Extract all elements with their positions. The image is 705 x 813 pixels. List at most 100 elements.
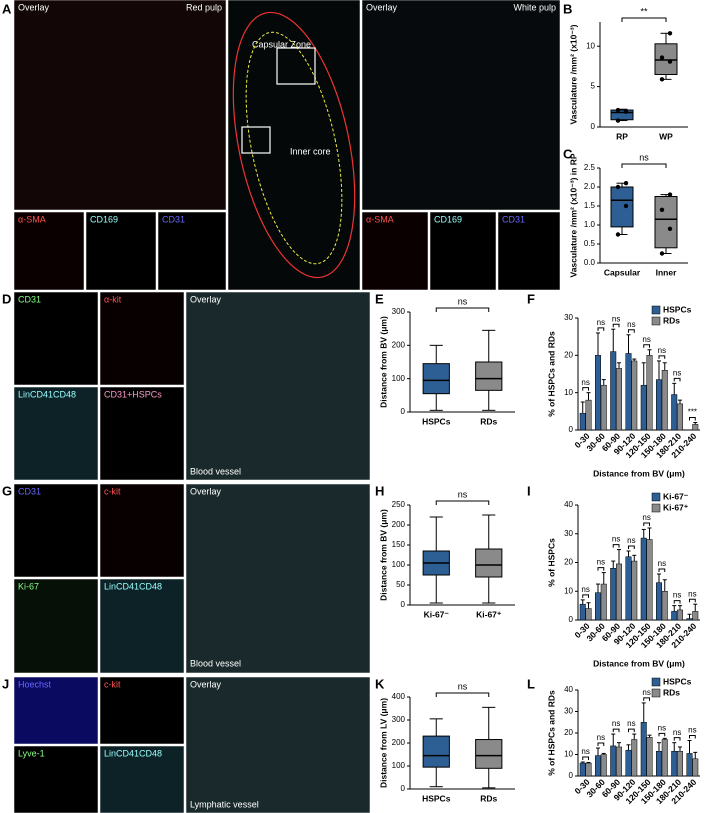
box — [422, 363, 450, 395]
legend-label: HSPCs — [663, 676, 692, 686]
image-label: White pulp — [513, 2, 556, 12]
bar — [686, 753, 693, 777]
sig-bracket — [658, 732, 666, 737]
sig-bracket — [673, 377, 681, 382]
y-axis-label: Vasculature /mm² (x10⁻³) — [568, 24, 578, 124]
y-tick-label: 250 — [392, 500, 406, 509]
micrograph — [185, 676, 371, 813]
legend-swatch — [651, 305, 661, 315]
micrograph — [185, 483, 371, 674]
y-tick-label: 20 — [564, 728, 573, 737]
bar — [677, 403, 684, 431]
bar — [661, 370, 668, 431]
y-axis-label: Distance from BV (μm) — [378, 316, 388, 408]
significance: ns — [642, 335, 650, 344]
sig-bracket — [643, 522, 651, 526]
bar — [640, 722, 647, 777]
y-tick-label: 30 — [564, 313, 573, 322]
panel-letter: B — [563, 1, 572, 16]
bar — [677, 751, 684, 777]
significance: ns — [627, 536, 635, 545]
y-tick-label: 2.0 — [584, 182, 596, 191]
y-tick-label: 400 — [392, 692, 406, 701]
significance: ns — [581, 585, 589, 594]
panel-letter: D — [2, 291, 11, 306]
image-label: Ki-67 — [18, 581, 39, 591]
micrograph — [13, 291, 99, 386]
y-tick-label: 200 — [392, 520, 406, 529]
sig-bracket — [597, 327, 605, 331]
sig-bracket — [621, 17, 667, 22]
zoom-box — [276, 47, 316, 85]
image-label: Lyve-1 — [18, 748, 45, 758]
x-axis-label: Distance from BV (μm) — [593, 468, 685, 478]
significance: ns — [627, 320, 635, 329]
bar — [640, 537, 647, 621]
sig-bracket — [612, 323, 620, 328]
bar — [610, 745, 617, 777]
bar — [594, 355, 601, 431]
significance: ns — [458, 681, 468, 691]
sig-bracket — [688, 417, 696, 421]
box — [610, 186, 634, 228]
point — [615, 232, 621, 237]
point — [615, 184, 621, 190]
micrograph — [13, 578, 99, 674]
bar — [610, 568, 617, 621]
sig-bracket — [612, 728, 620, 733]
bar — [661, 591, 668, 621]
y-tick-label: 300 — [392, 307, 406, 316]
sig-bracket — [612, 544, 620, 548]
category-label: HSPCs — [422, 793, 451, 803]
image-label: Overlay — [190, 679, 222, 689]
bar — [625, 749, 632, 777]
y-tick-label: 100 — [392, 560, 406, 569]
bar — [616, 746, 623, 777]
sig-bracket — [582, 387, 590, 391]
y-tick-label: 40 — [564, 500, 573, 509]
legend-label: Ki-67⁻ — [663, 491, 689, 501]
y-tick-label: 150 — [392, 540, 406, 549]
sig-bracket — [597, 742, 605, 747]
point — [623, 203, 629, 209]
bar — [671, 751, 678, 777]
y-tick-label: 30 — [564, 707, 573, 716]
category-label: RP — [616, 131, 628, 141]
bar — [686, 618, 693, 621]
bar — [655, 751, 662, 777]
sig-bracket — [621, 163, 667, 168]
category-label: Ki-67⁺ — [476, 609, 502, 619]
y-axis-label: Distance from BV (μm) — [378, 509, 388, 601]
sig-bracket — [582, 756, 590, 761]
bar — [646, 355, 653, 431]
significance: ns — [642, 513, 650, 522]
y-tick-label: 20 — [564, 350, 573, 359]
legend-swatch — [651, 492, 661, 502]
y-tick-label: 0.0 — [584, 258, 596, 267]
box — [610, 109, 634, 121]
micrograph — [429, 211, 497, 291]
category-label: RDs — [480, 416, 497, 426]
y-tick-label: 200 — [392, 738, 406, 747]
bar — [692, 424, 699, 431]
legend-swatch — [651, 316, 661, 326]
point — [615, 107, 621, 113]
sig-bracket — [435, 307, 490, 312]
y-axis-label: Distance from LV (μm) — [378, 698, 388, 788]
significance: ns — [612, 719, 620, 728]
significance: ns — [673, 368, 681, 377]
sig-bracket — [582, 594, 590, 598]
bar — [579, 762, 586, 777]
image-label: Overlay — [190, 486, 222, 496]
point — [667, 31, 673, 36]
bar — [585, 399, 592, 431]
micrograph — [85, 211, 157, 291]
point — [667, 226, 673, 231]
sig-bracket — [597, 567, 605, 571]
bar — [625, 556, 632, 621]
panel-letter: L — [527, 676, 535, 691]
point — [623, 109, 629, 114]
bar — [625, 353, 632, 431]
y-tick-label: 300 — [392, 715, 406, 724]
